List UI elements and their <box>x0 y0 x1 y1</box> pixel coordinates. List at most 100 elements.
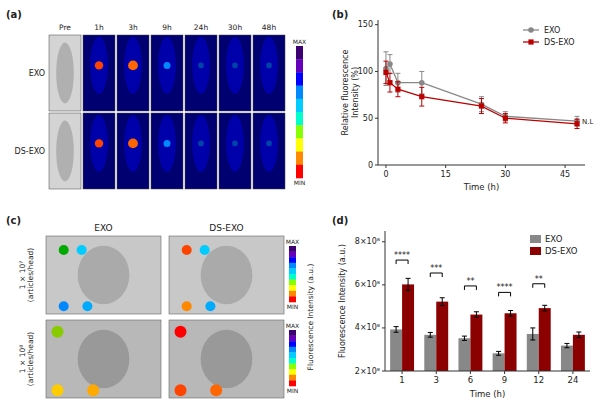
significance-bracket <box>464 286 476 290</box>
error-cap <box>387 73 392 74</box>
colorbar-cell <box>296 152 303 166</box>
y-tick <box>375 165 378 166</box>
error-cap <box>496 355 501 356</box>
image-cell <box>117 35 149 111</box>
image-spot <box>52 326 64 338</box>
error-bar <box>503 112 508 121</box>
image-body <box>56 121 74 182</box>
error-cap <box>508 316 513 317</box>
error-stem <box>510 310 511 316</box>
error-bar <box>406 278 411 290</box>
x-tick <box>385 165 386 168</box>
image-panel: (a)Pre1h3h9h24h30h48hEXODS-EXOMAXMIN <box>6 9 306 189</box>
error-cap <box>530 339 535 340</box>
error-bar <box>479 99 484 114</box>
column-label: DS-EXO <box>209 223 243 233</box>
error-cap <box>576 337 581 338</box>
y-tick <box>375 71 378 72</box>
x-tick <box>445 165 446 168</box>
x-tick <box>402 371 403 374</box>
colorbar-cell <box>296 86 303 100</box>
image-cell <box>185 113 217 189</box>
marker <box>528 39 533 44</box>
y-tick <box>382 284 385 285</box>
image-spot <box>266 63 272 69</box>
error-cap <box>503 111 508 112</box>
bar <box>493 353 505 371</box>
legend-label: DS-EXO <box>545 246 578 256</box>
y-axis-label: Fluorescence Intensity (a.u.) <box>338 244 347 358</box>
error-cap <box>419 106 424 107</box>
x-axis-line <box>378 165 585 166</box>
colorbar-cell <box>289 375 296 381</box>
error-cap <box>428 332 433 333</box>
image-cell <box>46 320 161 398</box>
image-body <box>226 115 244 172</box>
bar <box>505 313 517 371</box>
series-line <box>386 64 577 121</box>
error-cap <box>406 278 411 279</box>
image-spot <box>82 301 92 311</box>
x-tick <box>470 371 471 374</box>
column-label: 1h <box>94 23 104 32</box>
error-cap <box>575 116 580 117</box>
line-panel: (b)0153045050100150Time (h)Relative fluo… <box>332 9 593 192</box>
colorbar-cell <box>289 341 296 347</box>
marker <box>503 116 508 121</box>
error-bar <box>387 73 392 92</box>
error-bar <box>530 328 535 340</box>
colorbar-cell <box>289 263 296 269</box>
x-tick-label: 24 <box>568 375 579 385</box>
error-cap <box>508 310 513 311</box>
colorbar-cell <box>289 268 296 274</box>
error-cap <box>503 122 508 123</box>
colorbar-cell <box>296 46 303 60</box>
image-spot <box>232 63 238 69</box>
label-line: (articles/head) <box>26 332 35 387</box>
colorbar-cell <box>289 280 296 286</box>
error-cap <box>406 290 411 291</box>
error-cap <box>440 305 445 306</box>
marker <box>528 27 534 33</box>
image-body <box>201 246 253 305</box>
image-cell <box>253 35 285 111</box>
error-cap <box>462 340 467 341</box>
error-bar <box>395 82 400 97</box>
y-tick-label: 50 <box>363 114 373 123</box>
y-axis-line <box>385 231 386 371</box>
x-tick <box>436 371 437 374</box>
significance-label: **** <box>497 283 513 292</box>
marker <box>387 61 393 67</box>
image-spot <box>198 63 204 69</box>
image-spot <box>175 384 187 396</box>
bar <box>390 329 402 371</box>
significance-label: ** <box>466 277 474 286</box>
column-label: 24h <box>194 23 209 32</box>
column-label: 3h <box>128 23 138 32</box>
colorbar-cell <box>289 296 296 302</box>
image-spot <box>200 245 210 255</box>
error-stem <box>464 336 465 340</box>
error-cap <box>462 336 467 337</box>
colorbar-cell <box>289 352 296 358</box>
image-cell <box>117 113 149 189</box>
error-cap <box>383 61 388 62</box>
y-tick-label: 150 <box>358 20 373 29</box>
image-body <box>201 330 253 389</box>
colorbar-cell <box>296 138 303 152</box>
colorbar-cell <box>296 59 303 72</box>
image-spot <box>59 301 69 311</box>
bar <box>527 334 539 371</box>
panel-title: (a) <box>6 9 22 20</box>
x-tick-label: 9 <box>502 375 507 385</box>
error-cap <box>575 119 580 120</box>
marker <box>479 103 484 108</box>
x-tick <box>565 165 566 168</box>
y-tick <box>375 118 378 119</box>
error-cap <box>440 297 445 298</box>
y-axis-line <box>378 20 379 165</box>
significance-label: *** <box>430 264 442 273</box>
error-cap <box>479 98 484 99</box>
colorbar-min: MIN <box>287 387 298 394</box>
error-cap <box>419 71 424 72</box>
